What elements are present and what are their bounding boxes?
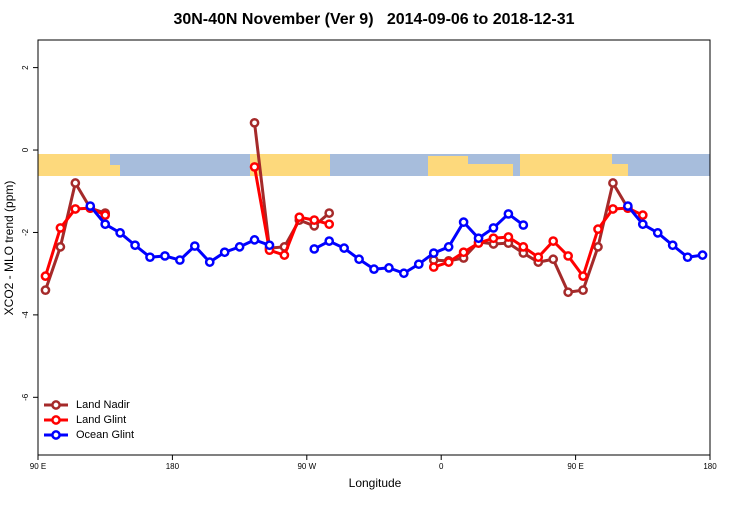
data-point	[70, 204, 81, 214]
legend-marker	[51, 415, 61, 425]
chart-title: 30N-40N November (Ver 9) 2014-09-06 to 2…	[173, 11, 574, 28]
plot-frame	[37, 39, 711, 456]
map-land	[612, 164, 628, 176]
data-point	[488, 233, 499, 244]
data-point	[428, 262, 439, 272]
data-point	[264, 240, 275, 251]
data-point	[175, 255, 185, 265]
data-point	[608, 178, 618, 188]
x-tick-label: 90 E	[567, 462, 583, 471]
data-point	[55, 223, 66, 233]
map-land	[110, 165, 120, 176]
x-tick-label: 0	[439, 462, 444, 471]
y-tick-label: -2	[21, 228, 30, 236]
y-tick-label: 2	[21, 65, 30, 70]
data-point	[40, 285, 51, 296]
map-land	[250, 154, 330, 176]
data-point	[204, 257, 215, 267]
y-axis-label: XCO2 - MLO trend (ppm)	[2, 181, 16, 316]
legend-marker	[51, 400, 61, 410]
data-point	[458, 247, 469, 258]
data-point	[130, 240, 140, 251]
data-point	[234, 242, 245, 252]
data-point	[548, 254, 559, 265]
data-point	[309, 244, 320, 254]
legend-label: Land Nadir	[76, 399, 130, 411]
data-point	[294, 212, 305, 223]
x-tick-label: 180	[703, 462, 717, 471]
data-point	[40, 271, 51, 281]
data-point	[488, 223, 499, 233]
data-point	[145, 252, 155, 263]
y-tick-label: -4	[21, 311, 30, 319]
data-point	[443, 242, 454, 252]
data-point	[667, 240, 678, 251]
legend-label: Land Glint	[76, 414, 126, 426]
data-point	[593, 242, 603, 252]
data-point	[428, 248, 439, 258]
data-point	[413, 259, 424, 270]
data-point	[548, 236, 559, 246]
data-point	[682, 252, 693, 263]
data-point	[189, 241, 200, 251]
data-point	[55, 242, 66, 252]
data-point	[354, 254, 364, 265]
data-point	[458, 217, 469, 228]
data-point	[637, 210, 648, 220]
data-point	[533, 252, 544, 263]
data-point	[563, 287, 573, 298]
data-point	[100, 219, 111, 230]
data-point	[384, 263, 394, 273]
data-point	[578, 271, 588, 281]
data-point	[473, 233, 484, 244]
data-point	[608, 204, 618, 214]
data-point	[249, 162, 260, 172]
data-point	[100, 210, 111, 220]
data-point	[324, 236, 335, 246]
map-land	[468, 164, 513, 176]
map-land	[520, 154, 612, 176]
data-point	[503, 209, 514, 219]
y-tick-label: -6	[21, 393, 30, 401]
data-point	[623, 201, 633, 211]
data-point	[249, 117, 260, 128]
map-land	[38, 154, 110, 176]
x-axis-label: Longitude	[349, 476, 402, 490]
data-point	[115, 228, 125, 238]
x-tick-label: 90 E	[30, 462, 46, 471]
data-point	[518, 220, 529, 230]
data-point	[160, 251, 170, 261]
data-point	[85, 201, 96, 211]
data-point	[443, 257, 454, 267]
data-point	[70, 178, 81, 188]
map-strip	[38, 154, 710, 176]
x-tick-label: 90 W	[297, 462, 316, 471]
data-point	[339, 243, 349, 253]
y-tick-label: 0	[21, 147, 30, 152]
data-point	[563, 251, 573, 261]
data-point	[518, 242, 529, 252]
x-tick-label: 180	[166, 462, 180, 471]
data-point	[399, 268, 409, 279]
data-point	[369, 264, 379, 274]
data-point	[578, 285, 588, 296]
data-point	[219, 247, 230, 258]
data-point	[324, 219, 335, 230]
data-point	[279, 250, 290, 260]
data-point	[697, 250, 708, 260]
data-point	[309, 215, 320, 225]
data-point	[593, 224, 603, 235]
legend-marker	[51, 430, 61, 440]
data-point	[503, 232, 514, 242]
data-point	[324, 208, 335, 218]
data-point	[249, 235, 260, 245]
data-point	[652, 228, 663, 238]
data-point	[637, 219, 648, 230]
map-land	[428, 156, 468, 176]
legend-label: Ocean Glint	[76, 429, 134, 441]
